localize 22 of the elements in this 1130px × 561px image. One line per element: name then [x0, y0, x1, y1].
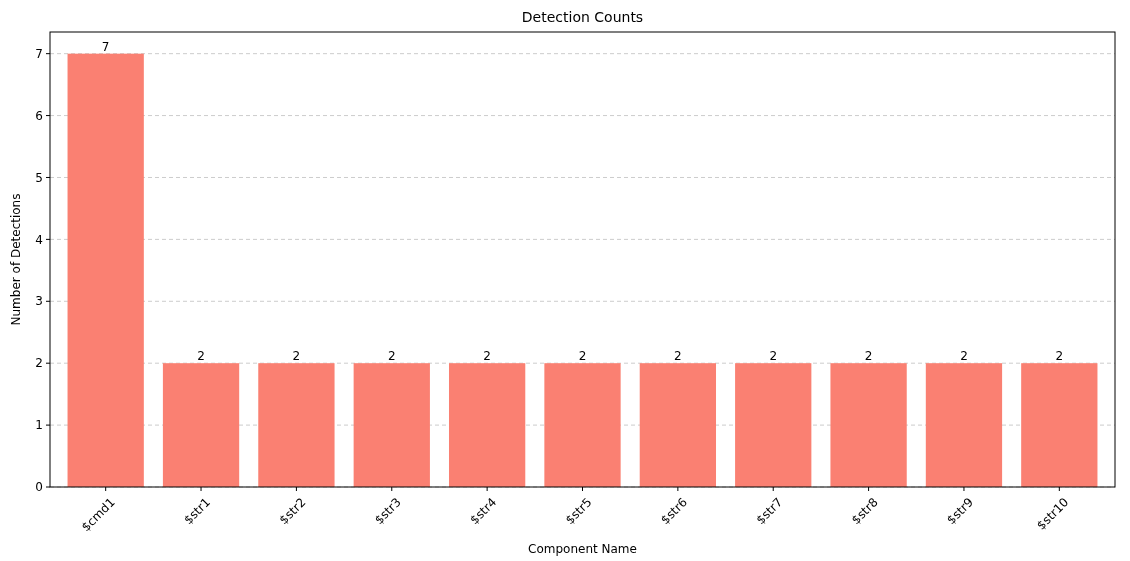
data-label: 2	[1055, 349, 1064, 364]
data-label: 2	[578, 349, 587, 364]
data-label: 7	[101, 39, 110, 54]
data-label: 2	[960, 349, 968, 364]
y-axis-title: Number of Detections	[9, 193, 23, 326]
y-tick-label: 7	[35, 46, 43, 61]
data-label: 2	[674, 349, 682, 364]
y-tick-label: 2	[35, 356, 43, 371]
y-tick-label: 1	[35, 418, 43, 433]
data-label: 2	[387, 349, 396, 364]
chart-title: Detection Counts	[521, 9, 644, 25]
y-tick-label: 0	[35, 480, 43, 495]
data-label: 2	[483, 349, 491, 364]
y-tick-label: 6	[35, 108, 43, 123]
data-label: 2	[864, 349, 873, 364]
x-axis-title: Component Name	[528, 542, 637, 556]
data-label: 2	[197, 349, 205, 364]
y-tick-label: 3	[35, 294, 43, 309]
data-label: 2	[769, 349, 778, 364]
y-tick-label: 5	[35, 170, 43, 185]
y-tick-label: 4	[35, 232, 43, 247]
data-label: 2	[292, 349, 301, 364]
